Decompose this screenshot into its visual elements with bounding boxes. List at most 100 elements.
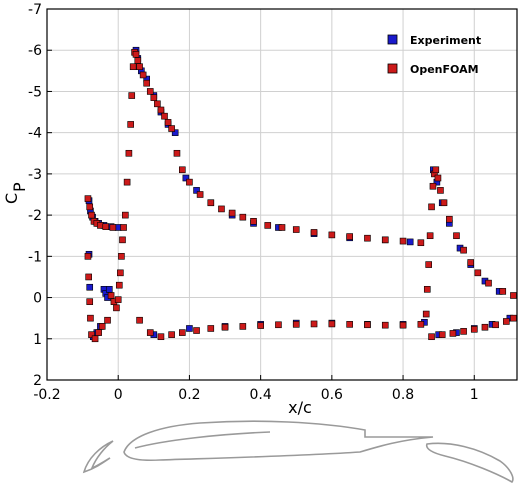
point-openfoam [510, 292, 517, 299]
grid-lines [46, 8, 517, 381]
point-openfoam [85, 273, 92, 281]
point-openfoam [157, 106, 165, 114]
point-openfoam [429, 182, 437, 190]
point-openfoam [428, 203, 435, 211]
y-axis-label: C P [2, 182, 29, 204]
point-openfoam [310, 229, 318, 236]
point-openfoam [218, 205, 225, 213]
point-openfoam [122, 211, 129, 219]
point-openfoam [132, 51, 140, 58]
y-tick-label: -7 [28, 2, 42, 18]
point-openfoam [161, 112, 168, 120]
y-tick-label: -3 [28, 167, 42, 183]
x-tick-label: 0.2 [178, 387, 200, 403]
point-experiment [406, 238, 414, 246]
point-openfoam [492, 321, 499, 329]
point-openfoam [109, 224, 117, 231]
point-openfoam [221, 323, 229, 331]
x-tick-label: 0.6 [321, 387, 343, 403]
point-experiment [186, 325, 193, 332]
point-experiment [86, 283, 94, 291]
point-experiment [182, 174, 190, 182]
point-openfoam [88, 211, 95, 219]
point-experiment [106, 286, 113, 293]
point-openfoam [154, 100, 161, 108]
point-openfoam [292, 321, 300, 328]
point-openfoam [446, 215, 453, 223]
x-tick-label: 0 [114, 387, 123, 403]
point-openfoam [125, 149, 133, 157]
point-openfoam [381, 321, 389, 329]
point-openfoam [381, 236, 389, 244]
point-openfoam [328, 231, 336, 239]
point-openfoam [120, 224, 127, 231]
point-openfoam [467, 259, 475, 266]
point-openfoam [139, 71, 147, 79]
main-element-outline [123, 420, 434, 462]
point-openfoam [84, 195, 92, 202]
point-openfoam [239, 323, 247, 330]
x-axis-label: x/c [288, 398, 312, 417]
point-openfoam [481, 323, 489, 331]
point-openfoam [346, 321, 353, 328]
point-openfoam [186, 178, 193, 186]
x-tick-label: 0.4 [250, 387, 272, 403]
point-openfoam [127, 121, 134, 128]
point-openfoam [417, 239, 425, 247]
point-openfoam [485, 279, 492, 287]
slat-outline [82, 440, 114, 474]
point-openfoam [228, 209, 236, 217]
point-openfoam [275, 321, 282, 329]
point-openfoam [150, 94, 158, 101]
point-openfoam [104, 316, 111, 324]
point-openfoam [119, 236, 126, 244]
point-openfoam [86, 298, 94, 305]
point-openfoam [264, 222, 272, 229]
y-axis-label-sub: P [10, 182, 29, 192]
point-openfoam [118, 253, 125, 260]
airfoil-sketch [82, 420, 514, 484]
point-openfoam [453, 232, 460, 240]
point-openfoam [364, 234, 371, 242]
point-openfoam [460, 328, 467, 335]
point-openfoam [470, 325, 478, 333]
point-openfoam [143, 79, 150, 87]
point-openfoam [98, 323, 106, 330]
point-openfoam [179, 166, 186, 174]
y-tick-label: -2 [28, 208, 42, 224]
point-openfoam [193, 327, 200, 334]
flap-outline [425, 442, 514, 484]
y-tick-label: -6 [28, 43, 42, 59]
point-openfoam [157, 333, 165, 341]
point-openfoam [278, 224, 286, 231]
point-experiment [171, 129, 179, 136]
point-openfoam [239, 213, 247, 221]
point-openfoam [123, 178, 131, 186]
point-openfoam [146, 88, 154, 95]
point-openfoam [87, 314, 94, 322]
y-tick-label: -1 [28, 249, 42, 265]
x-tick-label: -0.2 [33, 387, 60, 403]
point-openfoam [168, 125, 175, 132]
x-tick-label: 0.8 [392, 387, 414, 403]
point-openfoam [432, 166, 440, 174]
point-openfoam [173, 149, 181, 157]
point-openfoam [91, 335, 99, 343]
point-openfoam [207, 199, 215, 207]
point-openfoam [364, 321, 371, 329]
point-openfoam [136, 316, 143, 324]
point-openfoam [474, 269, 482, 277]
point-openfoam [425, 261, 432, 268]
y-tick-label: 0 [33, 291, 42, 307]
point-openfoam [310, 320, 318, 328]
y-tick-label: 1 [33, 332, 42, 348]
point-openfoam [164, 119, 172, 126]
point-openfoam [499, 288, 507, 295]
point-openfoam [115, 281, 123, 289]
point-openfoam [510, 314, 517, 322]
point-openfoam [437, 187, 444, 194]
point-openfoam [423, 286, 431, 293]
point-openfoam [86, 203, 94, 211]
point-openfoam [136, 63, 143, 71]
